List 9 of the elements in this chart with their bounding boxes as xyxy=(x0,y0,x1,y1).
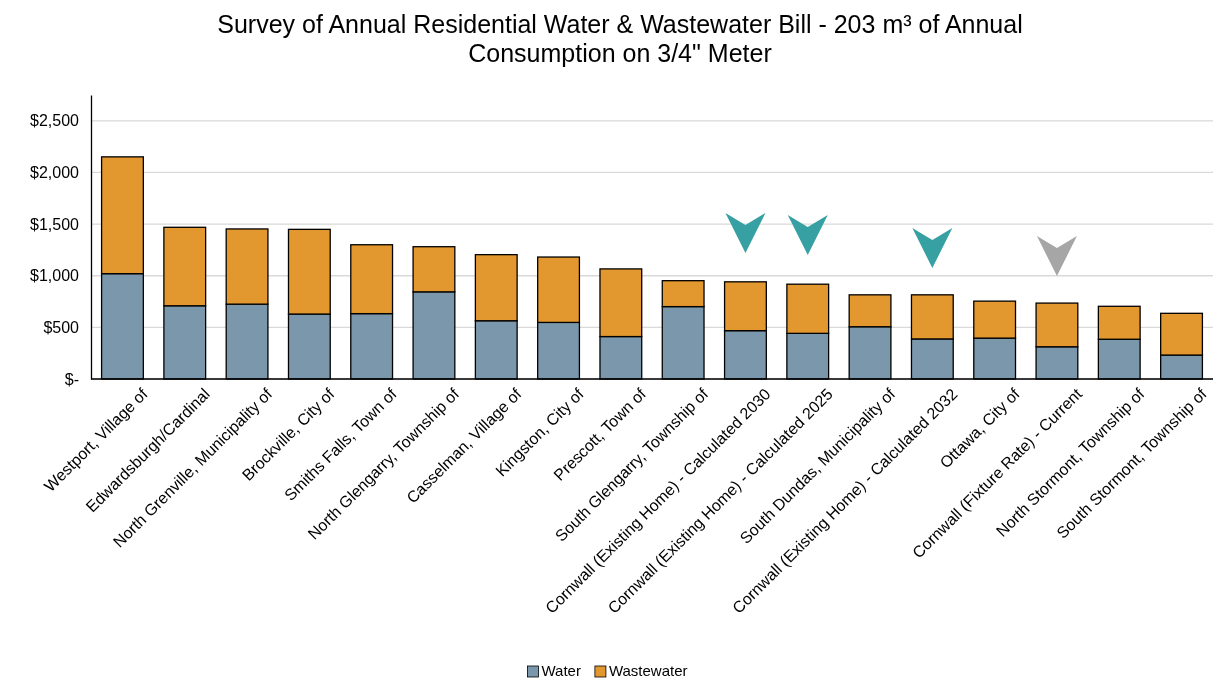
y-tick-label: $1,000 xyxy=(30,267,80,285)
y-tick-label: $1,500 xyxy=(30,215,80,233)
y-tick-label: $2,000 xyxy=(30,164,80,182)
y-tick-label: $- xyxy=(64,370,79,388)
y-tick-label: $500 xyxy=(43,318,80,336)
legend-label: Water xyxy=(541,662,581,679)
chart-title: Survey of Annual Residential Water & Wastewater Bill - 203 m³ of Annual Consumption on 3/4" Meter xyxy=(217,10,1023,67)
y-tick-label: $2,500 xyxy=(30,112,80,130)
legend-label: Wastewater xyxy=(608,662,688,679)
